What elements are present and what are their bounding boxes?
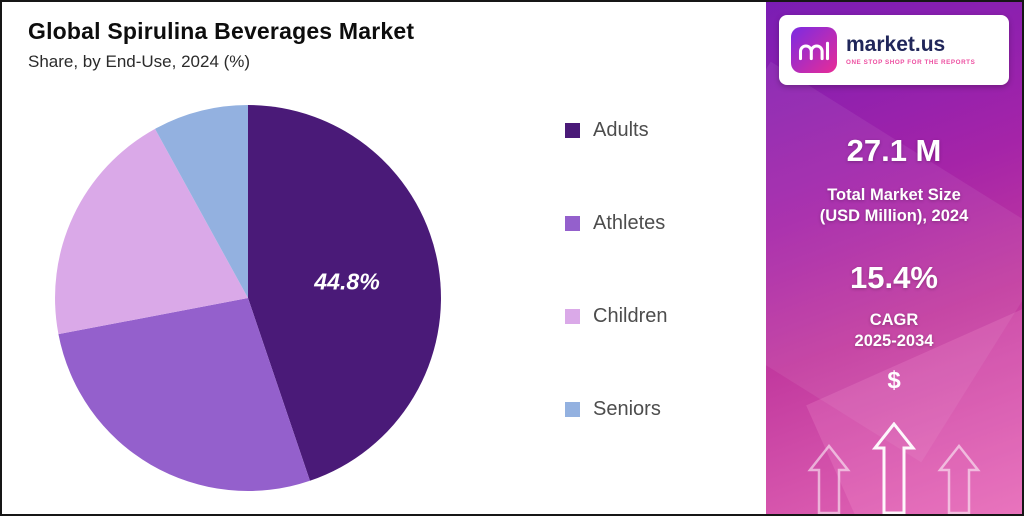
legend-item-seniors: Seniors — [565, 398, 667, 421]
market-size-label-line1: Total Market Size — [827, 186, 961, 204]
legend-swatch-seniors — [565, 402, 580, 417]
cagr-label-line1: CAGR — [869, 310, 919, 329]
legend-swatch-children — [565, 309, 580, 324]
sidebar: market.us ONE STOP SHOP FOR THE REPORTS … — [766, 2, 1022, 514]
up-arrow-icon — [937, 443, 981, 514]
pie-slice-adults — [248, 105, 441, 481]
market-size-label: Total Market Size (USD Million), 2024 — [820, 185, 969, 228]
pie-slice-athletes — [58, 298, 310, 491]
up-arrows-graphic — [807, 422, 981, 514]
cagr-label: CAGR 2025-2034 — [855, 310, 934, 353]
legend-item-children: Children — [565, 305, 667, 328]
market-size-value: 27.1 M — [846, 133, 942, 168]
logo-text: market.us ONE STOP SHOP FOR THE REPORTS — [846, 34, 975, 66]
legend-swatch-athletes — [565, 216, 580, 231]
legend: Adults Athletes Children Seniors — [565, 119, 667, 421]
chart-area: Global Spirulina Beverages Market Share,… — [2, 2, 766, 514]
legend-label: Athletes — [593, 212, 666, 234]
pie-slice-seniors — [155, 105, 248, 298]
pie-chart: 44.8% — [52, 102, 444, 494]
up-arrow-icon — [807, 443, 851, 514]
chart-subtitle: Share, by End-Use, 2024 (%) — [28, 52, 251, 71]
pie-slice-children — [55, 128, 248, 335]
brand-name: market.us — [846, 33, 946, 56]
cagr-value: 15.4% — [850, 259, 938, 295]
legend-item-adults: Adults — [565, 119, 667, 142]
pie-chart-svg: 44.8% — [55, 105, 441, 491]
legend-swatch-adults — [565, 123, 580, 138]
legend-label: Adults — [593, 119, 649, 141]
dollar-icon: $ — [887, 366, 901, 394]
chart-title: Global Spirulina Beverages Market — [28, 18, 415, 44]
pie-data-label: 44.8% — [313, 269, 380, 295]
legend-item-athletes: Athletes — [565, 212, 667, 235]
marketus-logo-icon — [791, 27, 837, 73]
legend-label: Seniors — [593, 398, 661, 420]
brand-tagline: ONE STOP SHOP FOR THE REPORTS — [846, 59, 976, 66]
up-arrow-icon — [871, 422, 917, 514]
market-size-label-line2: (USD Million), 2024 — [819, 207, 969, 226]
cagr-label-line2: 2025-2034 — [854, 332, 934, 351]
marketus-logo: market.us ONE STOP SHOP FOR THE REPORTS — [779, 15, 1009, 85]
legend-label: Children — [593, 305, 668, 327]
